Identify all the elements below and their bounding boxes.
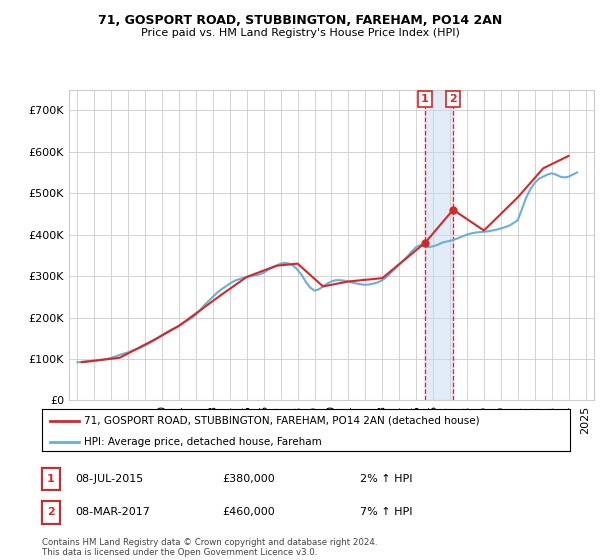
Text: Contains HM Land Registry data © Crown copyright and database right 2024.
This d: Contains HM Land Registry data © Crown c…	[42, 538, 377, 557]
Text: 71, GOSPORT ROAD, STUBBINGTON, FAREHAM, PO14 2AN (detached house): 71, GOSPORT ROAD, STUBBINGTON, FAREHAM, …	[84, 416, 480, 426]
Text: 08-MAR-2017: 08-MAR-2017	[75, 507, 150, 517]
Text: 2% ↑ HPI: 2% ↑ HPI	[360, 474, 413, 484]
Text: 1: 1	[421, 94, 429, 104]
Text: 2: 2	[47, 507, 55, 517]
Text: 7% ↑ HPI: 7% ↑ HPI	[360, 507, 413, 517]
Text: Price paid vs. HM Land Registry's House Price Index (HPI): Price paid vs. HM Land Registry's House …	[140, 28, 460, 38]
Text: 71, GOSPORT ROAD, STUBBINGTON, FAREHAM, PO14 2AN: 71, GOSPORT ROAD, STUBBINGTON, FAREHAM, …	[98, 14, 502, 27]
Text: £380,000: £380,000	[222, 474, 275, 484]
Text: 08-JUL-2015: 08-JUL-2015	[75, 474, 143, 484]
Text: 2: 2	[449, 94, 457, 104]
Text: HPI: Average price, detached house, Fareham: HPI: Average price, detached house, Fare…	[84, 437, 322, 446]
Text: £460,000: £460,000	[222, 507, 275, 517]
Text: 1: 1	[47, 474, 55, 484]
Bar	[425, 90, 453, 400]
